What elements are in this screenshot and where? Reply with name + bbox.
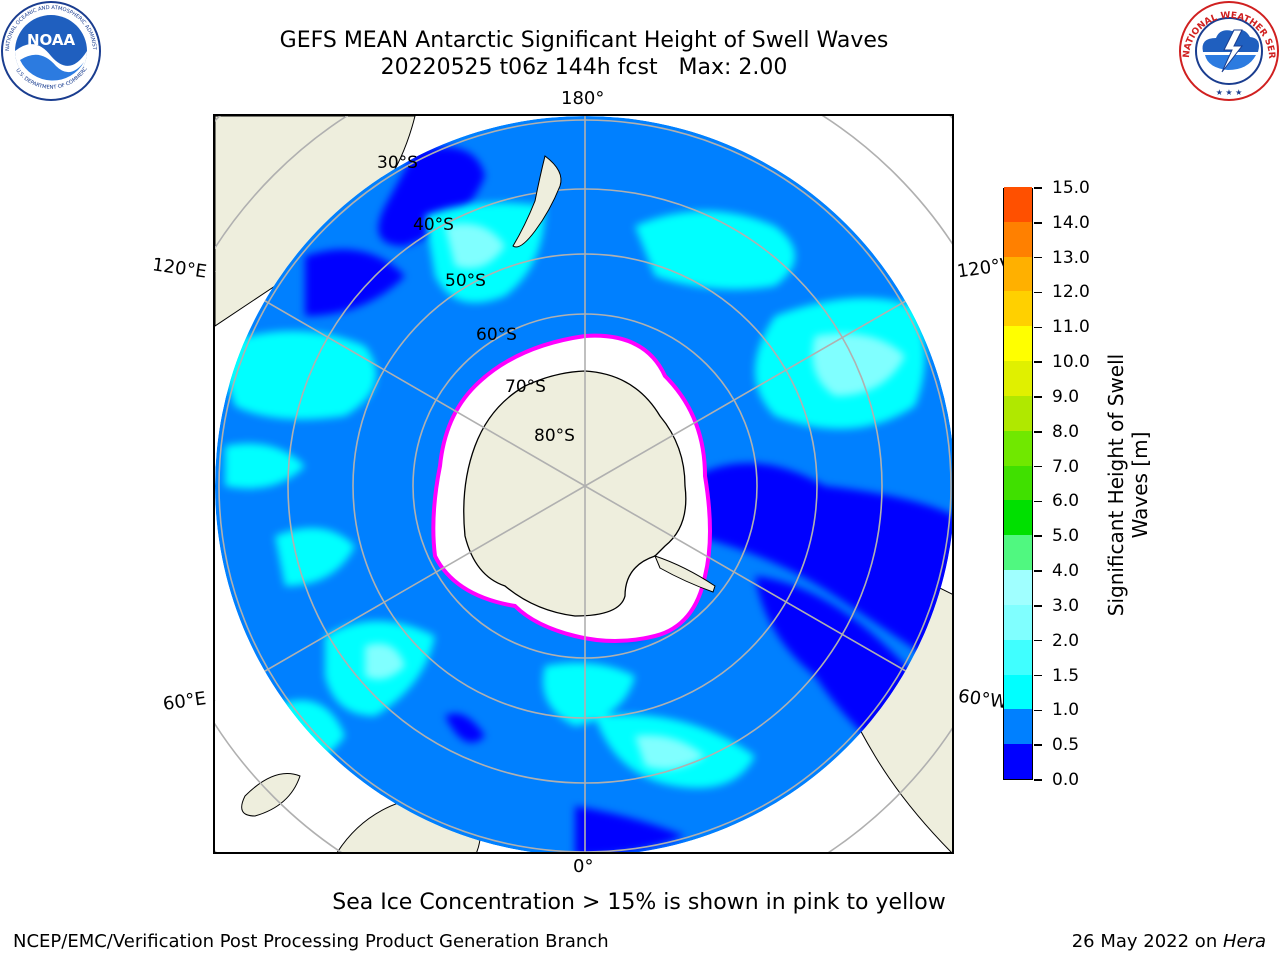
colorbar-cell — [1004, 499, 1032, 536]
colorbar-tick-label: 7.0 — [1052, 456, 1080, 477]
colorbar-tick-label: 1.5 — [1052, 665, 1080, 686]
map-frame: 30°S 40°S 50°S 60°S 70°S 80°S — [213, 114, 954, 854]
colorbar-tick-label: 3.0 — [1052, 595, 1080, 616]
colorbar-tick-label: 8.0 — [1052, 421, 1080, 442]
colorbar-tick — [1034, 709, 1042, 712]
colorbar-cell — [1004, 465, 1032, 501]
colorbar-cell — [1004, 674, 1032, 710]
colorbar-cell — [1004, 221, 1032, 257]
noaa-logo: NOAA NATIONAL OCEANIC AND ATMOSPHERIC AD… — [0, 0, 101, 101]
lat-label-60s: 60°S — [476, 325, 517, 345]
colorbar-tick — [1034, 361, 1042, 363]
colorbar-cell — [1004, 325, 1032, 362]
colorbar-cell — [1004, 256, 1032, 292]
lat-label-30s: 30°S — [377, 153, 418, 173]
colorbar-tick — [1034, 674, 1042, 677]
colorbar-cell — [1004, 534, 1032, 571]
antarctic-peninsula — [654, 555, 716, 593]
colorbar-tick — [1034, 570, 1042, 572]
lon-label-120w: 120°W — [955, 255, 1009, 283]
sea-ice-footnote: Sea Ice Concentration > 15% is shown in … — [332, 890, 946, 915]
colorbar-cell — [1004, 569, 1032, 605]
colorbar-tick — [1034, 639, 1042, 642]
lat-label-80s: 80°S — [534, 426, 575, 446]
svg-text:★ ★ ★: ★ ★ ★ — [1216, 88, 1243, 97]
lat-label-50s: 50°S — [445, 271, 486, 291]
colorbar — [1003, 186, 1033, 780]
colorbar-title: Significant Height of Swell Waves [m] — [1104, 353, 1152, 617]
colorbar-tick-label: 4.0 — [1052, 561, 1080, 582]
colorbar-cell — [1004, 743, 1032, 779]
colorbar-cell — [1004, 360, 1032, 396]
colorbar-cell — [1004, 186, 1032, 222]
polar-map — [215, 116, 952, 852]
colorbar-tick-label: 14.0 — [1052, 212, 1090, 233]
colorbar-tick — [1034, 500, 1042, 503]
new-zealand-land — [512, 155, 562, 248]
host-name: Hera — [1222, 931, 1266, 952]
colorbar-tick-label: 13.0 — [1052, 247, 1090, 268]
colorbar-tick-label: 11.0 — [1052, 317, 1090, 338]
chart-subtitle: 20220525 t06z 144h fcst Max: 2.00 — [380, 55, 788, 80]
colorbar-tick-label: 15.0 — [1052, 178, 1090, 198]
lon-label-60w: 60°W — [956, 686, 1009, 714]
colorbar-tick — [1034, 326, 1042, 329]
lat-label-70s: 70°S — [505, 377, 546, 397]
colorbar-tick-label: 12.0 — [1052, 282, 1090, 303]
colorbar-tick-label: 0.0 — [1052, 770, 1080, 790]
colorbar-tick — [1034, 222, 1042, 224]
colorbar-tick — [1034, 535, 1042, 537]
colorbar-cell — [1004, 430, 1032, 466]
lon-label-120e: 120°E — [150, 254, 208, 283]
colorbar-tick-label: 5.0 — [1052, 526, 1080, 547]
colorbar-tick — [1034, 396, 1042, 398]
colorbar-tick — [1034, 605, 1042, 607]
chart-title: GEFS MEAN Antarctic Significant Height o… — [279, 28, 889, 53]
colorbar-tick — [1034, 431, 1042, 433]
nws-logo: NATIONAL WEATHER SERVICE ★ ★ ★ — [1178, 0, 1279, 101]
colorbar-tick — [1034, 291, 1042, 294]
colorbar-tick-label: 2.0 — [1052, 630, 1080, 651]
colorbar-tick — [1034, 779, 1042, 781]
date-text: 26 May 2022 on Hera — [1072, 931, 1266, 952]
colorbar-tick — [1034, 465, 1042, 468]
colorbar-tick-label: 10.0 — [1052, 352, 1090, 373]
date-value: 26 May 2022 on — [1071, 931, 1223, 952]
colorbar-cell — [1004, 708, 1032, 745]
lat-label-40s: 40°S — [413, 215, 454, 235]
lon-label-180: 180° — [561, 88, 605, 109]
colorbar-cell — [1004, 639, 1032, 675]
colorbar-cell — [1004, 395, 1032, 431]
lon-label-60e: 60°E — [161, 688, 208, 715]
colorbar-cell — [1004, 290, 1032, 327]
colorbar-tick — [1034, 187, 1042, 189]
colorbar-cell — [1004, 604, 1032, 640]
lon-label-0: 0° — [573, 856, 594, 877]
colorbar-tick-label: 0.5 — [1052, 735, 1080, 756]
credit-text: NCEP/EMC/Verification Post Processing Pr… — [13, 931, 609, 952]
colorbar-tick — [1034, 256, 1042, 259]
colorbar-tick-label: 1.0 — [1052, 700, 1080, 721]
noaa-logo-text: NOAA — [27, 31, 76, 49]
colorbar-tick-label: 9.0 — [1052, 386, 1080, 407]
colorbar-tick-label: 6.0 — [1052, 491, 1080, 512]
colorbar-tick — [1034, 744, 1042, 746]
